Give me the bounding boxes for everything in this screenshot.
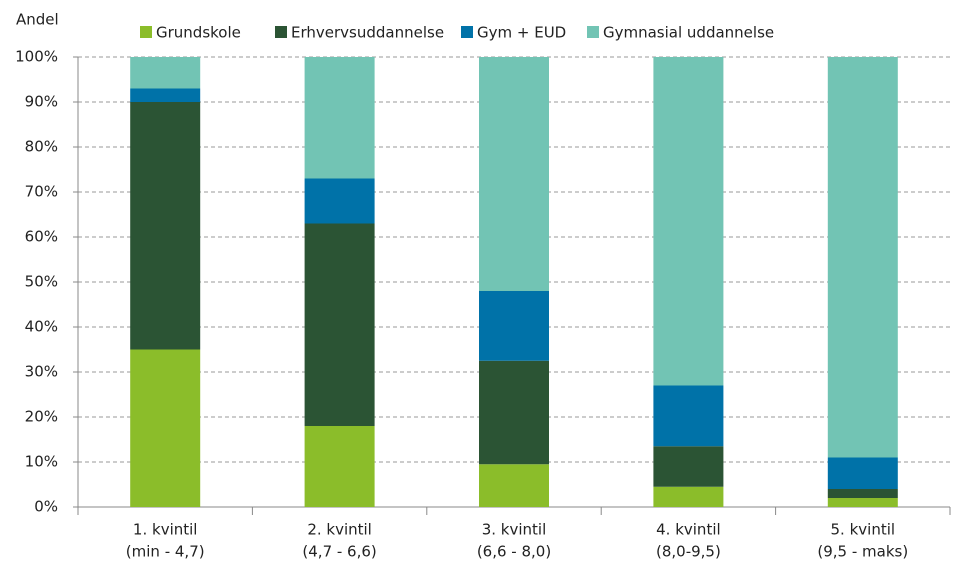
bar-segment — [304, 426, 375, 507]
y-tick-label: 90% — [25, 93, 58, 111]
bar-segment — [827, 57, 898, 458]
bar-segment — [653, 57, 724, 386]
bar-segment — [130, 88, 201, 102]
legend-label: Grundskole — [156, 24, 241, 42]
x-tick-label: (6,6 - 8,0) — [477, 543, 551, 561]
y-tick-label: 20% — [25, 408, 58, 426]
legend-label: Gym + EUD — [477, 24, 566, 42]
bar-segment — [304, 57, 375, 179]
legend-swatch — [275, 26, 287, 38]
legend-swatch — [461, 26, 473, 38]
x-tick-label: (8,0-9,5) — [656, 543, 721, 561]
x-tick-label: 2. kvintil — [307, 521, 372, 539]
x-tick-label: (9,5 - maks) — [817, 543, 908, 561]
x-tick-label: 4. kvintil — [656, 521, 721, 539]
x-tick-label: (min - 4,7) — [126, 543, 205, 561]
x-tick-label: 1. kvintil — [133, 521, 198, 539]
bar-segment — [653, 446, 724, 487]
bar-segment — [479, 360, 549, 465]
bar-segment — [827, 489, 898, 498]
y-tick-label: 10% — [25, 453, 58, 471]
bar-segment — [479, 464, 549, 507]
x-tick-label: 3. kvintil — [482, 521, 547, 539]
bar-segment — [827, 498, 898, 507]
y-tick-label: 80% — [25, 138, 58, 156]
legend-swatch — [587, 26, 599, 38]
bar-segment — [130, 349, 201, 507]
y-tick-label: 60% — [25, 228, 58, 246]
y-axis-label: Andel — [16, 11, 59, 29]
bar-segment — [130, 102, 201, 350]
bar-segment — [479, 57, 549, 291]
y-tick-label: 0% — [34, 498, 58, 516]
legend-swatch — [140, 26, 152, 38]
legend-label: Erhvervsuddannelse — [291, 24, 444, 42]
y-tick-label: 70% — [25, 183, 58, 201]
legend-label: Gymnasial uddannelse — [603, 24, 774, 42]
bar-segment — [653, 486, 724, 507]
bar-segment — [479, 291, 549, 361]
bar-segment — [653, 385, 724, 447]
bar-segment — [304, 178, 375, 224]
bar-segment — [304, 223, 375, 426]
bar-segment — [130, 57, 201, 89]
y-tick-label: 30% — [25, 363, 58, 381]
x-tick-label: 5. kvintil — [831, 521, 896, 539]
y-tick-label: 40% — [25, 318, 58, 336]
bar-segment — [827, 457, 898, 489]
x-tick-label: (4,7 - 6,6) — [302, 543, 376, 561]
y-tick-label: 100% — [15, 48, 58, 66]
y-tick-label: 50% — [25, 273, 58, 291]
